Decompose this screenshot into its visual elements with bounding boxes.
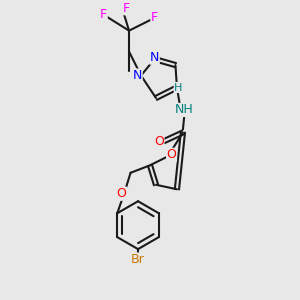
- Text: F: F: [122, 2, 130, 15]
- Text: F: F: [151, 11, 158, 24]
- Text: NH: NH: [175, 103, 194, 116]
- Text: H: H: [174, 82, 183, 92]
- Text: N: N: [133, 69, 142, 82]
- Text: Br: Br: [131, 253, 145, 266]
- Text: O: O: [154, 135, 164, 148]
- Text: F: F: [100, 8, 107, 21]
- Text: O: O: [167, 148, 176, 161]
- Text: O: O: [117, 187, 127, 200]
- Text: N: N: [150, 51, 159, 64]
